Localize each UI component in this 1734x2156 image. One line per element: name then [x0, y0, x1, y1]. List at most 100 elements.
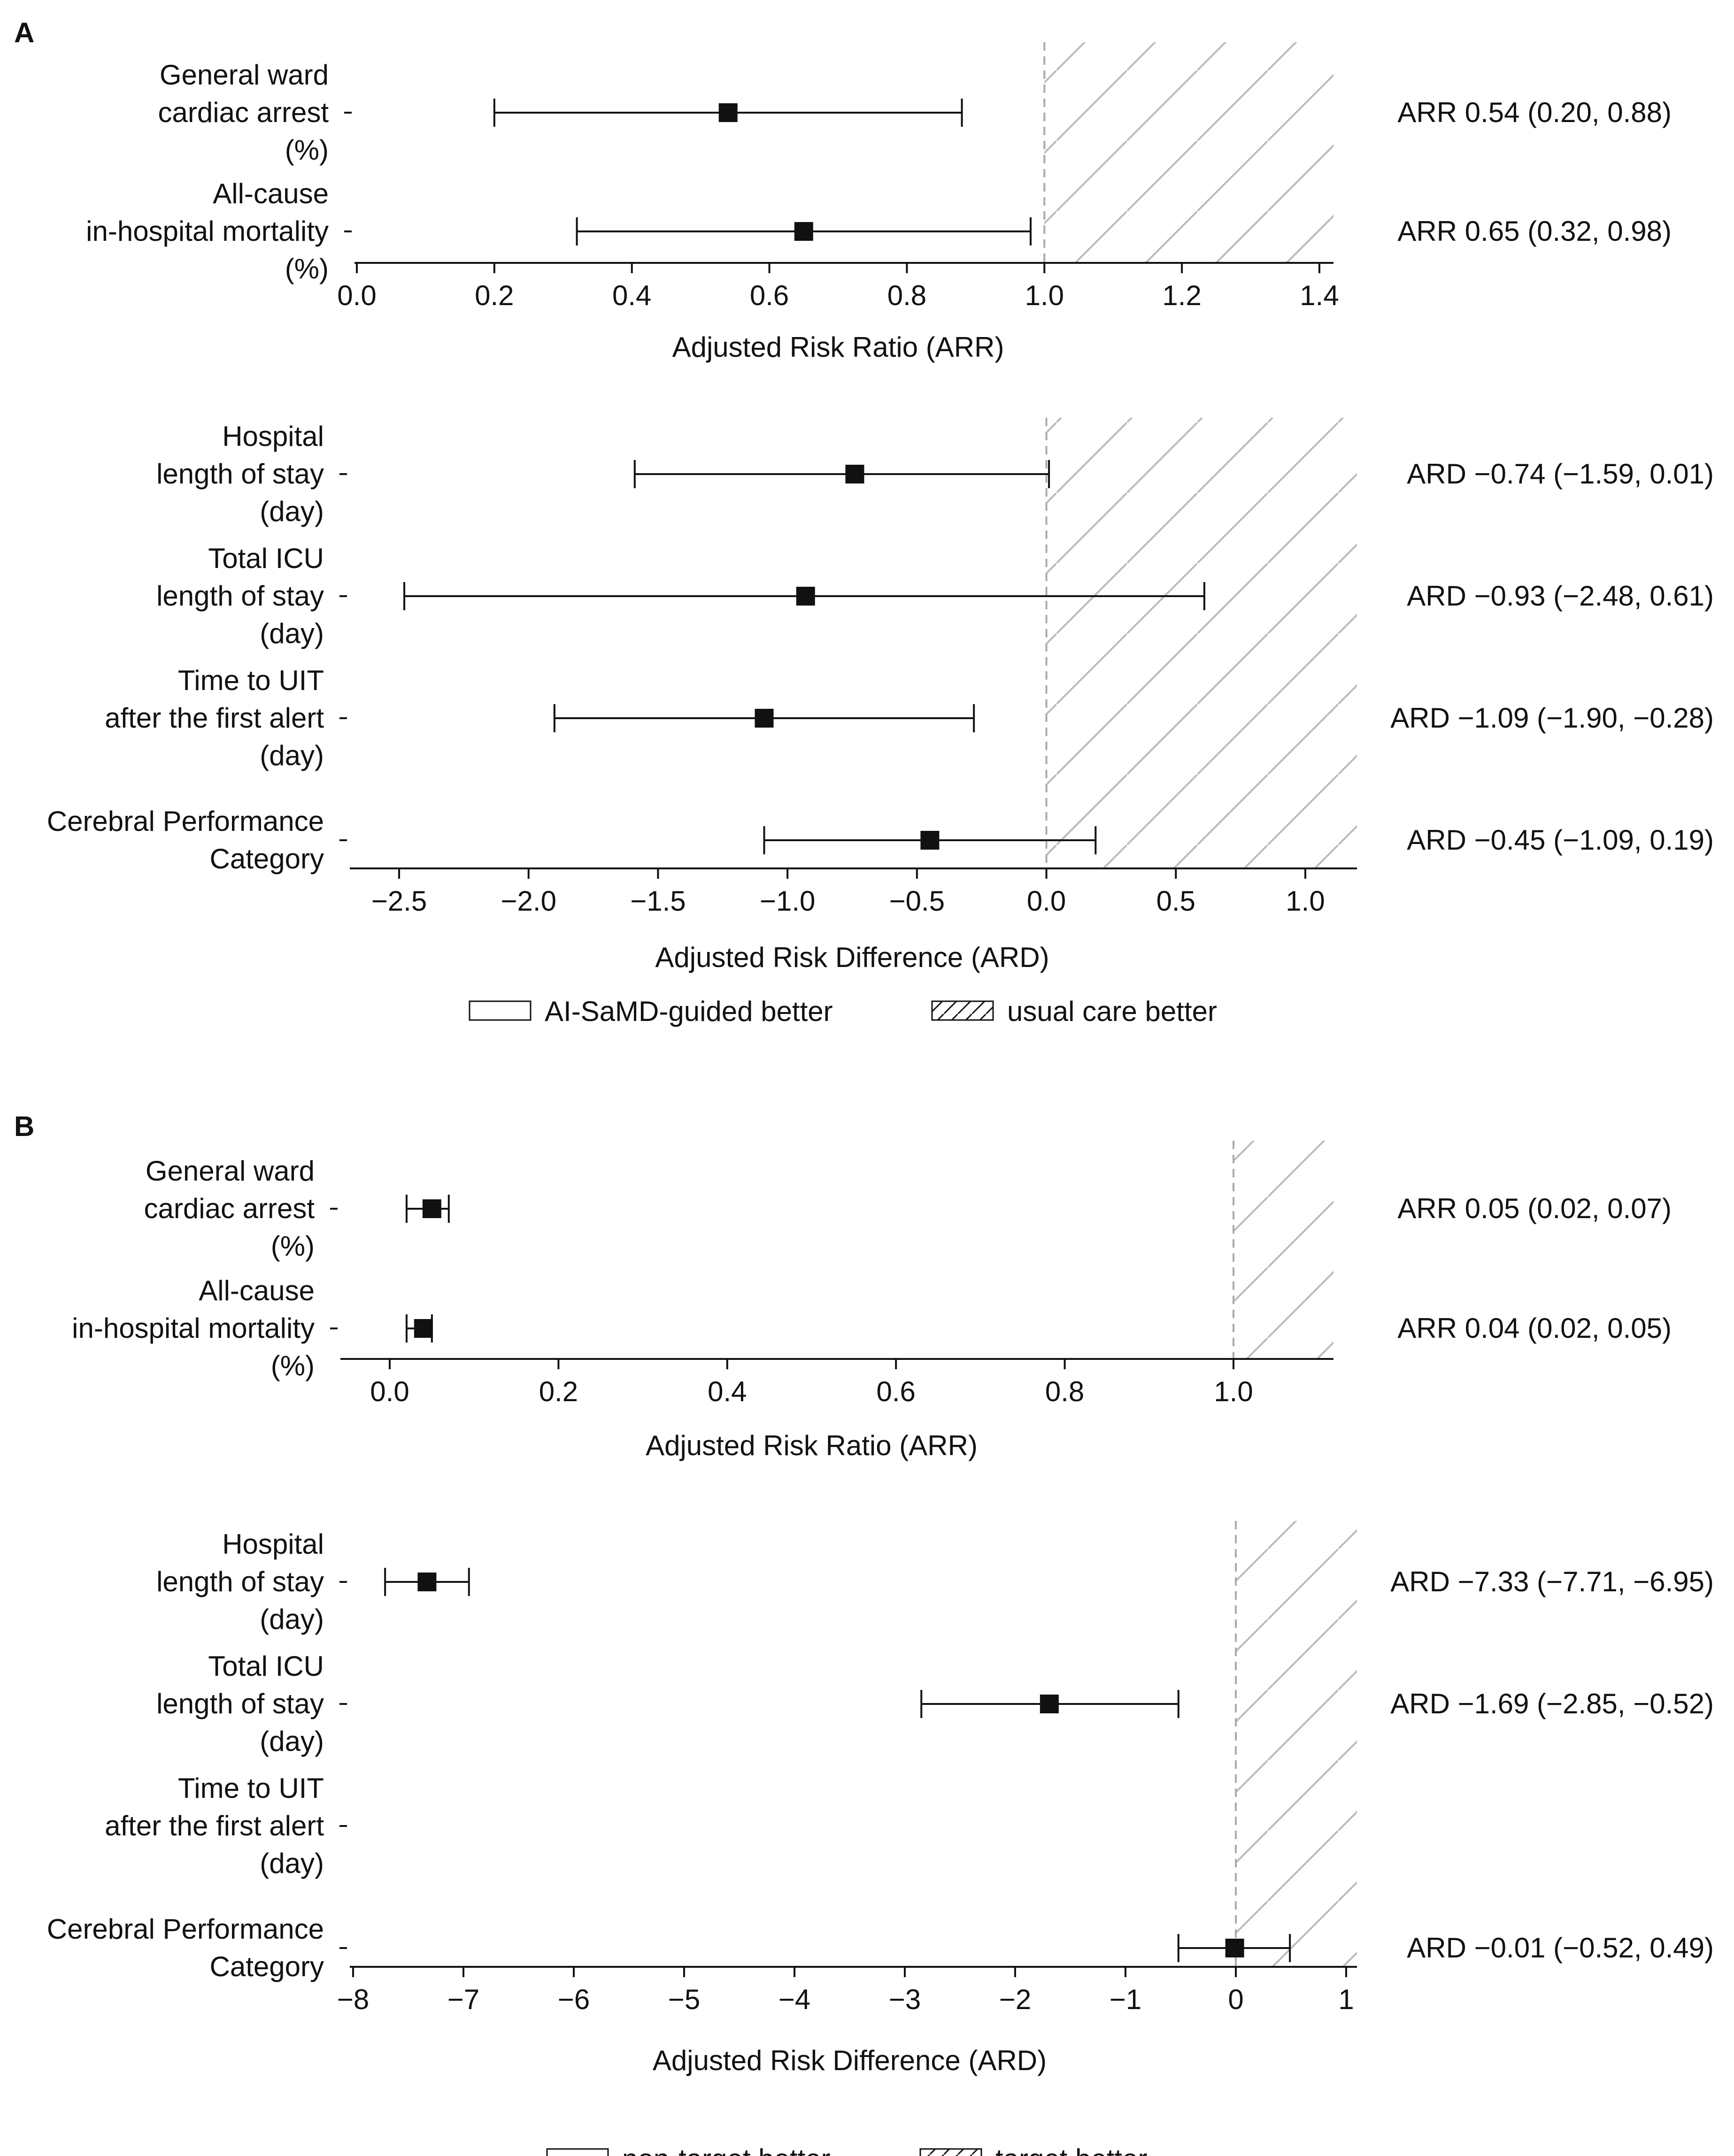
panel-letter: B	[14, 1111, 34, 1142]
legend-label: AI-SaMD-guided better	[545, 996, 833, 1027]
estimate-marker	[845, 465, 864, 483]
estimate-annotation: ARD −1.69 (−2.85, −0.52)	[1390, 1688, 1714, 1719]
x-tick-label: −2.0	[501, 885, 556, 917]
estimate-marker	[794, 222, 813, 241]
x-tick-label: 0.6	[876, 1376, 915, 1407]
subplot-a-ratio: 0.0 0.2 0.4 0.6 0.8 1.0 1.2 1.4 Adjusted Risk Ra…	[86, 42, 1672, 363]
forest-row: Cerebral Performance Category ARD −0.45 (−…	[47, 806, 1714, 875]
row-label-line: cardiac arrest	[144, 1193, 315, 1224]
x-tick-label: 0.8	[1045, 1376, 1084, 1407]
row-label-line: after the first alert	[105, 702, 324, 734]
row-label-line: Cerebral Performance	[47, 806, 324, 837]
x-tick-label: 1.0	[1214, 1376, 1253, 1407]
row-label-line: Cerebral Performance	[47, 1913, 324, 1945]
row-label-line: length of stay	[156, 580, 324, 612]
row-label-line: (%)	[271, 1350, 315, 1381]
row-label-line: after the first alert	[105, 1810, 324, 1841]
x-tick-label: 0.2	[539, 1376, 578, 1407]
row-label-line: (%)	[285, 253, 329, 284]
x-tick-label: 1.2	[1162, 280, 1201, 311]
x-tick-label: −5	[668, 1984, 700, 2015]
row-label-line: (day)	[260, 1604, 324, 1635]
row-label-line: (day)	[260, 1726, 324, 1757]
legend-label: usual care better	[1007, 996, 1217, 1027]
row-label-line: (%)	[285, 134, 329, 166]
row-label-line: General ward	[146, 1155, 315, 1187]
estimate-marker	[755, 709, 774, 728]
x-tick-label: 0.5	[1156, 885, 1195, 917]
forest-row: All-cause in-hospital mortality (%) ARR 0.0…	[72, 1275, 1672, 1381]
x-tick-label: 1.0	[1025, 280, 1064, 311]
row-label-line: length of stay	[156, 1688, 324, 1719]
estimate-marker	[422, 1199, 441, 1218]
x-tick-label: −1.0	[760, 885, 815, 917]
forest-row: Total ICU length of stay (day) ARD −1.69 (−…	[156, 1650, 1714, 1757]
legend-swatch-plain	[546, 2148, 609, 2156]
forest-row: Hospital length of stay (day) ARD −7.33 (−7…	[156, 1528, 1714, 1635]
hatched-region	[1236, 1521, 1357, 1967]
forest-row: Hospital length of stay (day) ARD −0.74 (−1…	[156, 421, 1714, 527]
x-tick-label: 0.0	[1027, 885, 1066, 917]
estimate-annotation: ARD −0.74 (−1.59, 0.01)	[1407, 458, 1714, 490]
forest-row: General ward cardiac arrest (%) ARR 0.54 (0…	[158, 59, 1672, 166]
estimate-annotation: ARD −0.01 (−0.52, 0.49)	[1407, 1932, 1714, 1964]
estimate-marker	[796, 587, 815, 606]
x-tick-label: −4	[778, 1984, 810, 2015]
legend-swatch-plain	[469, 1000, 532, 1021]
legend-label: non-target better	[622, 2143, 831, 2156]
row-label-line: (day)	[260, 1848, 324, 1879]
x-axis-label: Adjusted Risk Ratio (ARR)	[646, 1430, 978, 1461]
estimate-marker	[414, 1319, 433, 1338]
row-label-line: Category	[210, 1951, 324, 1982]
x-tick-label: 1	[1338, 1984, 1354, 2015]
subplot-a-diff: −2.5 −2.0 −1.5 −1.0 −0.5 0.0 0.5 1.0 Adjusted Ri…	[47, 418, 1714, 973]
estimate-annotation: ARR 0.54 (0.20, 0.88)	[1397, 97, 1672, 128]
legend-swatch-hatched	[919, 2148, 982, 2156]
estimate-annotation: ARR 0.05 (0.02, 0.07)	[1397, 1193, 1672, 1224]
row-label-line: Category	[210, 843, 324, 875]
hatched-region	[1046, 418, 1357, 868]
estimate-annotation: ARR 0.65 (0.32, 0.98)	[1397, 215, 1672, 247]
forest-row: Cerebral Performance Category ARD −0.01 (−…	[47, 1913, 1714, 1982]
forest-row: General ward cardiac arrest (%) ARR 0.05 (0…	[144, 1155, 1672, 1262]
row-label-line: Hospital	[222, 421, 324, 452]
x-tick-label: 0.0	[337, 280, 376, 311]
panel-b: B 0.0 0.2 0.4 0.6 0.8 1.0 Adjusted Risk Ratio (…	[14, 1111, 1714, 2156]
subplot-b-ratio: 0.0 0.2 0.4 0.6 0.8 1.0 Adjusted Risk Ratio (A…	[72, 1141, 1672, 1461]
x-tick-label: 0.8	[887, 280, 926, 311]
x-tick-label: −3	[889, 1984, 921, 2015]
row-label-line: All-cause	[213, 178, 329, 209]
x-tick-label: 0.2	[475, 280, 514, 311]
x-tick-label: −0.5	[889, 885, 945, 917]
x-axis-label: Adjusted Risk Difference (ARD)	[655, 942, 1049, 973]
forest-row: Time to UIT after the first alert (day)	[105, 1772, 347, 1879]
x-tick-label: 0.6	[750, 280, 789, 311]
estimate-marker	[417, 1573, 437, 1591]
x-tick-label: −6	[558, 1984, 590, 2015]
legend: AI-SaMD-guided better usual care better	[469, 996, 1217, 1027]
row-label-line: (day)	[260, 496, 324, 527]
x-tick-label: −7	[447, 1984, 479, 2015]
legend-swatch-hatched	[931, 1000, 994, 1021]
row-label-line: (day)	[260, 618, 324, 649]
estimate-annotation: ARD −1.09 (−1.90, −0.28)	[1390, 702, 1714, 734]
estimate-marker	[1040, 1695, 1059, 1713]
panel-letter: A	[14, 17, 34, 48]
estimate-annotation: ARD −0.93 (−2.48, 0.61)	[1407, 580, 1714, 612]
row-label-line: All-cause	[199, 1275, 315, 1306]
row-label-line: (day)	[260, 740, 324, 771]
x-tick-label: −2	[999, 1984, 1031, 2015]
row-label-line: length of stay	[156, 458, 324, 490]
estimate-annotation: ARD −7.33 (−7.71, −6.95)	[1390, 1566, 1714, 1597]
x-tick-label: 0	[1228, 1984, 1243, 2015]
estimate-marker	[1225, 1939, 1244, 1957]
row-label-line: length of stay	[156, 1566, 324, 1597]
row-label-line: (%)	[271, 1230, 315, 1262]
x-tick-label: 0.4	[612, 280, 651, 311]
row-label-line: Hospital	[222, 1528, 324, 1560]
row-label-line: Total ICU	[208, 543, 324, 574]
row-label-line: Time to UIT	[178, 1772, 324, 1804]
x-tick-label: −2.5	[371, 885, 427, 917]
forest-row: Total ICU length of stay (day) ARD −0.93 (−…	[156, 543, 1714, 649]
x-tick-label: −8	[337, 1984, 369, 2015]
